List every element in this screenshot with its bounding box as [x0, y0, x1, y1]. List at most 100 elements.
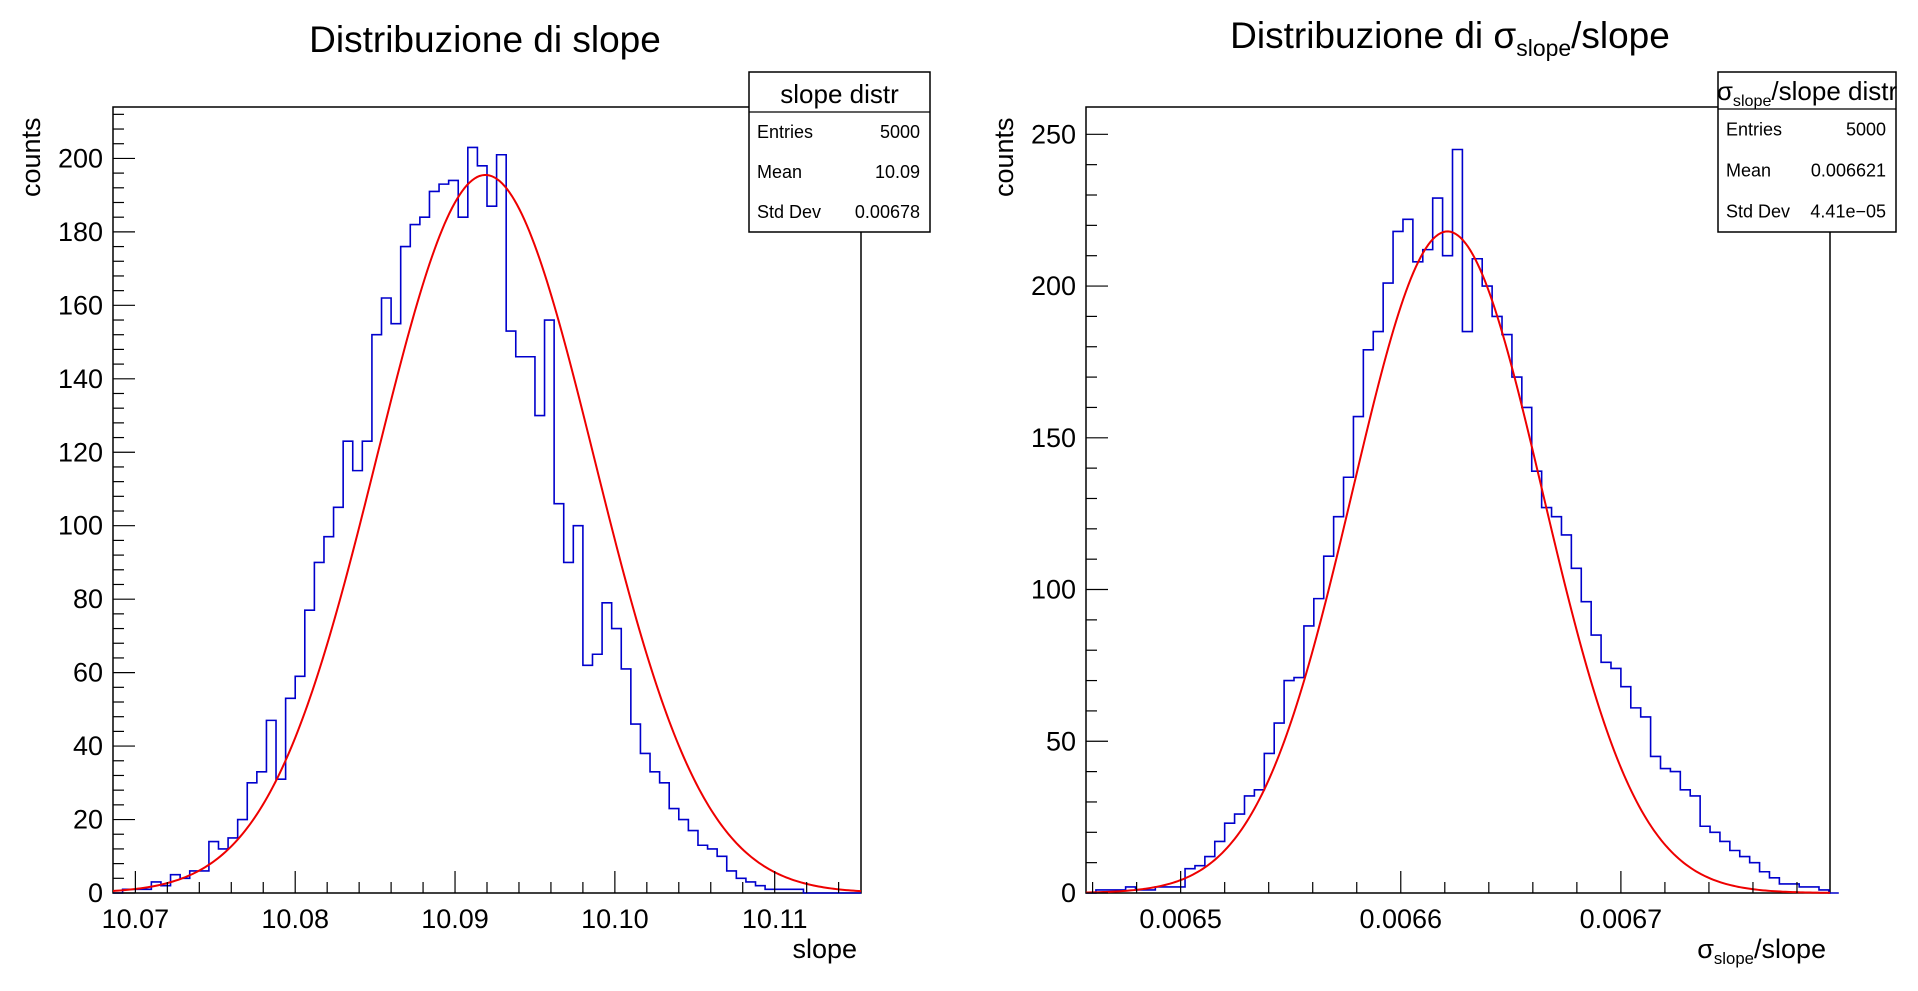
histogram-bin — [650, 772, 660, 893]
histogram-bin — [746, 882, 756, 893]
histogram-bin — [516, 357, 526, 893]
y-axis-label: counts — [989, 117, 1019, 197]
subscript-text: slope — [1714, 949, 1754, 968]
histogram-outline — [113, 146, 861, 894]
histogram-bin — [276, 779, 286, 893]
plot-frame — [1085, 106, 1831, 894]
histogram-bin — [477, 166, 487, 893]
histogram-bin — [266, 720, 276, 893]
histogram-bin — [1403, 219, 1413, 893]
histogram-bin — [1363, 350, 1373, 893]
histogram-bin — [171, 875, 181, 893]
histogram-bin — [247, 783, 257, 893]
histogram-bin — [1274, 723, 1284, 893]
x-tick-label: 10.10 — [581, 904, 649, 934]
histogram-bin — [1462, 332, 1472, 893]
left-histogram-panel: Distribuzione di slope 0 20 40 60 80 100 120 140… — [16, 19, 931, 964]
histogram-bin — [1225, 823, 1235, 893]
y-tick-label: 20 — [73, 805, 103, 835]
histogram-bin — [1611, 668, 1621, 893]
histogram-bin — [1433, 198, 1443, 893]
histogram-bin — [228, 838, 238, 893]
text-part: Distribuzione di — [1230, 15, 1493, 56]
histogram-bin — [1443, 256, 1453, 893]
text-part: σ — [1493, 15, 1516, 56]
text-part: Distribuzione di slope — [309, 19, 661, 60]
histogram-bin — [314, 562, 324, 893]
stats-row-value: 5000 — [1846, 120, 1886, 140]
chart-title: Distribuzione di slope — [309, 19, 661, 60]
x-tick-label: 0.0065 — [1139, 904, 1222, 934]
histogram-bin — [564, 562, 574, 893]
histogram-bin — [1353, 417, 1363, 893]
x-axis-ticks — [1092, 871, 1798, 893]
stats-row-value: 0.006621 — [1811, 161, 1886, 181]
histogram-bin — [324, 537, 334, 893]
y-tick-label: 140 — [58, 364, 103, 394]
histogram-bin — [1710, 832, 1720, 893]
histogram-bin — [372, 335, 382, 893]
histogram-bars — [123, 147, 804, 893]
stats-box-title: σslope/slope distr — [1717, 76, 1898, 110]
histogram-bin — [1165, 887, 1175, 893]
histogram-bin — [1482, 286, 1492, 893]
histogram-bin — [1621, 687, 1631, 893]
text-part: /slope — [1754, 934, 1826, 964]
y-tick-label: 120 — [58, 437, 103, 467]
y-tick-label: 180 — [58, 217, 103, 247]
histogram-bin — [391, 324, 401, 893]
histogram-bin — [1334, 517, 1344, 893]
histogram-bin — [1552, 517, 1562, 893]
stats-row-label: Entries — [757, 122, 813, 142]
histogram-bin — [305, 610, 315, 893]
stats-box-frame — [1717, 71, 1897, 233]
histogram-bin — [1492, 316, 1502, 893]
histogram-bin — [343, 441, 353, 893]
statistics-box: σslope/slope distr Entries 5000 Mean 0.00662… — [1717, 71, 1898, 233]
histogram-bin — [717, 856, 727, 893]
histogram-bin — [1185, 869, 1195, 893]
histogram-bin — [640, 753, 650, 893]
histogram-bin — [429, 191, 439, 893]
histogram-outline — [1086, 148, 1839, 894]
histogram-bin — [1284, 681, 1294, 893]
histogram-bin — [1423, 250, 1433, 893]
histogram-bin — [1670, 772, 1680, 893]
stats-row-label: Mean — [757, 162, 802, 182]
histogram-bin — [487, 206, 497, 893]
histogram-bin — [1393, 231, 1403, 893]
histogram-bin — [1651, 756, 1661, 893]
histogram-bin — [1641, 717, 1651, 893]
stats-row-value: 4.41e−05 — [1810, 202, 1886, 222]
histogram-bin — [688, 831, 698, 893]
text-part: /slope distr — [1771, 76, 1897, 106]
stats-row-label: Std Dev — [757, 202, 821, 222]
histogram-bin — [1542, 508, 1552, 893]
histogram-bin — [257, 772, 267, 893]
histogram-bin — [756, 886, 766, 893]
y-tick-label: 60 — [73, 658, 103, 688]
histogram-bin — [708, 849, 718, 893]
text-part: /slope — [1571, 15, 1670, 56]
stats-row-value: 10.09 — [875, 162, 920, 182]
x-tick-label: 10.07 — [102, 904, 170, 934]
y-tick-label: 40 — [73, 731, 103, 761]
y-tick-label: 100 — [58, 511, 103, 541]
y-tick-label: 0 — [1061, 878, 1076, 908]
histogram-bin — [506, 331, 516, 893]
histogram-bin — [736, 878, 746, 893]
histogram-bin — [1532, 471, 1542, 893]
histogram-bin — [631, 724, 641, 893]
x-tick-label: 10.09 — [421, 904, 489, 934]
stats-row-label: Std Dev — [1726, 202, 1790, 222]
histogram-bin — [727, 871, 737, 893]
histogram-bin — [382, 298, 392, 893]
stats-row-label: Mean — [1726, 161, 1771, 181]
histogram-bin — [1373, 332, 1383, 893]
histogram-bin — [1690, 796, 1700, 893]
chart-title: Distribuzione di σslope/slope — [1230, 15, 1670, 61]
histogram-bin — [554, 504, 564, 893]
text-part: slope — [792, 934, 857, 964]
histogram-bin — [583, 665, 593, 893]
